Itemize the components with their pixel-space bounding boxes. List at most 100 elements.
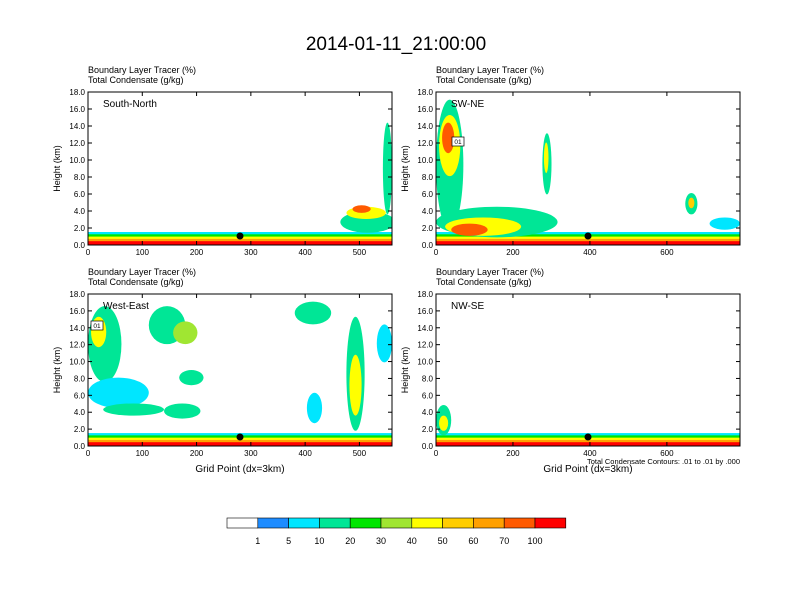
y-tick-label: 18.0 xyxy=(417,88,433,97)
tracer-region xyxy=(173,321,198,345)
x-tick-label: 200 xyxy=(506,248,520,257)
panel-name: West-East xyxy=(103,301,149,312)
y-tick-label: 10.0 xyxy=(69,156,85,165)
legend-swatch xyxy=(288,517,320,529)
tracer-region xyxy=(88,377,149,408)
y-tick-label: 12.0 xyxy=(417,341,433,350)
x-tick-label: 200 xyxy=(190,248,204,257)
legend-label: 30 xyxy=(376,536,386,546)
boundary-layer-band xyxy=(88,241,392,245)
y-tick-label: 4.0 xyxy=(422,408,434,417)
y-tick-label: 18.0 xyxy=(69,88,85,97)
x-tick-label: 600 xyxy=(660,248,674,257)
boundary-layer-band xyxy=(436,241,740,245)
tracer-region xyxy=(103,403,164,416)
tracer-region xyxy=(439,415,449,431)
legend-swatch xyxy=(503,517,536,529)
y-tick-label: 0.0 xyxy=(422,442,434,451)
x-tick-label: 0 xyxy=(434,449,439,458)
legend-swatch xyxy=(534,517,567,529)
contour-label-box xyxy=(451,136,465,147)
y-tick-label: 4.0 xyxy=(74,408,86,417)
legend-label: 5 xyxy=(286,536,291,546)
y-tick-label: 18.0 xyxy=(69,290,85,299)
y-tick-label: 16.0 xyxy=(69,105,85,114)
tracer-region xyxy=(349,354,362,416)
panel-nw-se: Boundary Layer Tracer (%)Total Condensat… xyxy=(400,267,741,475)
x-tick-label: 200 xyxy=(506,449,520,458)
tracer-region xyxy=(164,403,201,419)
tracer-field xyxy=(88,122,392,245)
plot-frame xyxy=(87,293,393,447)
legend-label: 100 xyxy=(527,536,542,546)
panel-name: NW-SE xyxy=(451,301,484,312)
legend-swatch xyxy=(257,517,289,529)
y-tick-label: 2.0 xyxy=(422,425,434,434)
y-tick-label: 16.0 xyxy=(69,307,85,316)
y-tick-label: 0.0 xyxy=(74,442,86,451)
legend-swatch xyxy=(473,517,505,529)
y-tick-label: 0.0 xyxy=(74,241,86,250)
panel-subtitle-condensate: Total Condensate (g/kg) xyxy=(436,75,532,85)
panel-name: South-North xyxy=(103,99,157,110)
y-tick-label: 6.0 xyxy=(74,391,86,400)
panel-subtitle-condensate: Total Condensate (g/kg) xyxy=(88,277,184,287)
tracer-region xyxy=(543,142,549,174)
contour-label: 01 xyxy=(454,139,462,146)
legend-swatch xyxy=(442,517,474,529)
tracer-field xyxy=(436,404,740,446)
y-axis-label: Height (km) xyxy=(52,145,62,192)
x-tick-label: 0 xyxy=(86,449,91,458)
y-tick-label: 14.0 xyxy=(69,122,85,131)
x-tick-label: 0 xyxy=(86,248,91,257)
y-tick-label: 8.0 xyxy=(74,374,86,383)
y-tick-label: 2.0 xyxy=(422,224,434,233)
x-tick-label: 300 xyxy=(244,449,258,458)
y-tick-label: 10.0 xyxy=(417,156,433,165)
tracer-field xyxy=(88,301,392,446)
y-tick-label: 4.0 xyxy=(74,207,86,216)
legend-label: 10 xyxy=(314,536,324,546)
panel-west-east: Boundary Layer Tracer (%)Total Condensat… xyxy=(52,267,393,475)
y-tick-label: 8.0 xyxy=(74,173,86,182)
panel-sw-ne: Boundary Layer Tracer (%)Total Condensat… xyxy=(400,65,741,257)
legend-swatch xyxy=(319,517,351,529)
panel-subtitle-tracer: Boundary Layer Tracer (%) xyxy=(436,65,544,75)
y-tick-label: 12.0 xyxy=(417,139,433,148)
x-axis-label: Grid Point (dx=3km) xyxy=(195,464,284,475)
boundary-layer-band xyxy=(88,442,392,446)
x-tick-label: 600 xyxy=(660,449,674,458)
tracer-region xyxy=(179,370,204,386)
tracer-region xyxy=(709,217,740,230)
y-tick-label: 0.0 xyxy=(422,241,434,250)
panel-subtitle-condensate: Total Condensate (g/kg) xyxy=(88,75,184,85)
y-tick-label: 12.0 xyxy=(69,341,85,350)
x-tick-label: 500 xyxy=(353,248,367,257)
y-axis-label: Height (km) xyxy=(400,347,410,394)
tracer-region xyxy=(88,306,122,383)
location-marker xyxy=(584,433,592,441)
legend-swatch xyxy=(411,517,443,529)
y-tick-label: 14.0 xyxy=(417,324,433,333)
tracer-region xyxy=(451,223,488,236)
panel-subtitle-tracer: Boundary Layer Tracer (%) xyxy=(88,267,196,277)
tracer-region xyxy=(442,122,455,154)
y-axis-label: Height (km) xyxy=(52,347,62,394)
legend-swatch xyxy=(380,517,413,529)
y-tick-label: 16.0 xyxy=(417,307,433,316)
x-tick-label: 0 xyxy=(434,248,439,257)
y-tick-label: 14.0 xyxy=(69,324,85,333)
y-tick-label: 16.0 xyxy=(417,105,433,114)
x-tick-label: 200 xyxy=(190,449,204,458)
panel-subtitle-tracer: Boundary Layer Tracer (%) xyxy=(436,267,544,277)
tracer-region xyxy=(376,324,392,363)
x-axis-label: Grid Point (dx=3km) xyxy=(543,464,632,475)
tracer-region xyxy=(294,301,332,325)
y-tick-label: 10.0 xyxy=(69,358,85,367)
y-tick-label: 8.0 xyxy=(422,374,434,383)
x-tick-label: 100 xyxy=(136,248,150,257)
tracer-field xyxy=(436,99,740,245)
x-tick-label: 400 xyxy=(583,248,597,257)
x-tick-label: 400 xyxy=(298,449,312,458)
figure-title: 2014-01-11_21:00:00 xyxy=(306,34,486,55)
